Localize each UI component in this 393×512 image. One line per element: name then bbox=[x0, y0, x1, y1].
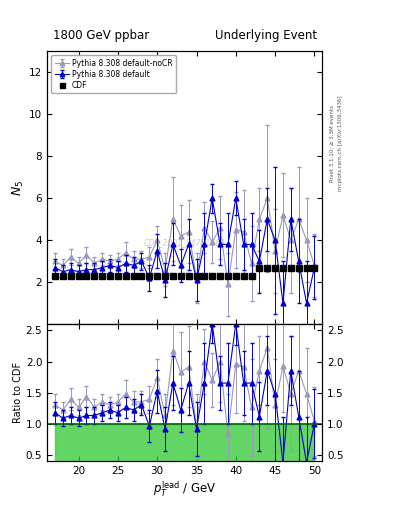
Text: CDF_2001_S4751469: CDF_2001_S4751469 bbox=[144, 238, 226, 247]
Legend: Pythia 8.308 default-noCR, Pythia 8.308 default, CDF: Pythia 8.308 default-noCR, Pythia 8.308 … bbox=[51, 55, 176, 94]
Y-axis label: $N_5$: $N_5$ bbox=[11, 180, 26, 196]
Y-axis label: Ratio to CDF: Ratio to CDF bbox=[13, 362, 23, 423]
X-axis label: $p_T^{\rm lead}$ / GeV: $p_T^{\rm lead}$ / GeV bbox=[153, 480, 217, 499]
Text: Rivet 3.1.10; ≥ 3.3M events: Rivet 3.1.10; ≥ 3.3M events bbox=[330, 105, 335, 182]
Text: Underlying Event: Underlying Event bbox=[215, 29, 317, 41]
Text: mcplots.cern.ch [arXiv:1306.3436]: mcplots.cern.ch [arXiv:1306.3436] bbox=[338, 96, 343, 191]
Text: 1800 GeV ppbar: 1800 GeV ppbar bbox=[53, 29, 149, 41]
